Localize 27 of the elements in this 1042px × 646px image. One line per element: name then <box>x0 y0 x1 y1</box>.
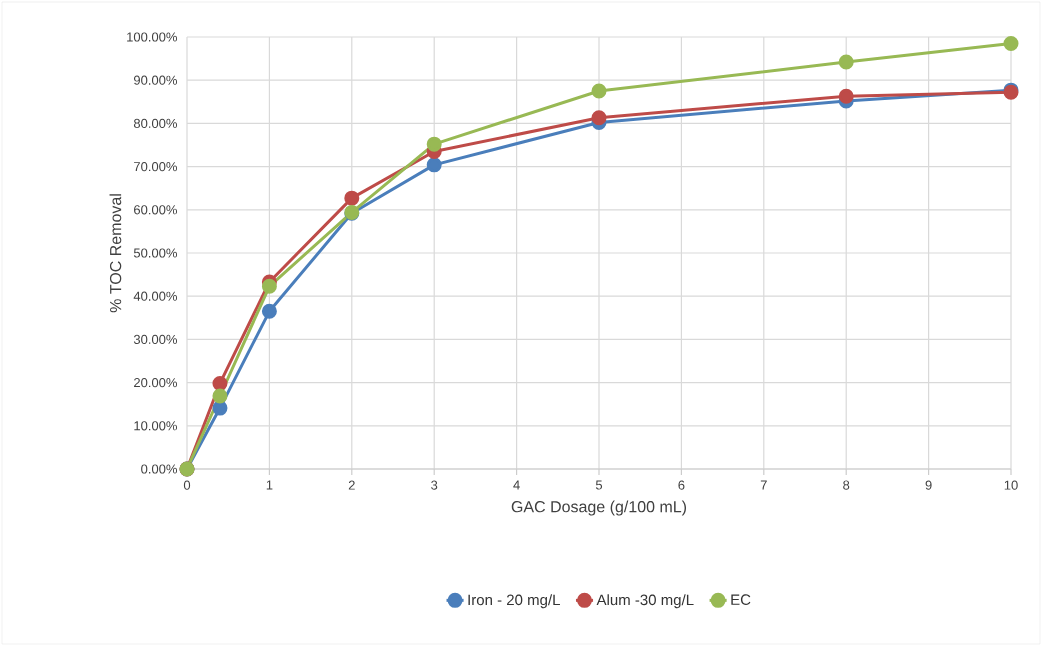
x-tick-label: 4 <box>513 480 520 490</box>
x-tick-label: 3 <box>431 480 438 490</box>
y-tick-label: 0.00% <box>141 464 178 474</box>
y-tick-label: 10.00% <box>134 421 178 431</box>
y-tick-label: 30.00% <box>133 334 178 344</box>
legend-label: Alum -30 mg/L <box>596 594 694 609</box>
y-axis-title: % TOC Removal <box>109 194 122 313</box>
y-tick-label: 20.00% <box>134 377 178 388</box>
x-axis-title: GAC Dosage (g/100 mL) <box>511 500 687 516</box>
y-tick-label: 70.00% <box>134 161 178 172</box>
y-tick-label: 60.00% <box>134 205 178 215</box>
legend-label: EC <box>731 594 751 605</box>
x-tick-label: 7 <box>760 480 767 490</box>
y-tick-label: 90.00% <box>133 75 178 85</box>
x-tick-label: 10 <box>1004 480 1018 490</box>
x-tick-label: 6 <box>678 480 685 490</box>
y-tick-label: 100.00% <box>127 32 178 42</box>
legend-label: Iron - 20 mg/L <box>468 594 560 609</box>
x-tick-label: 9 <box>925 480 932 490</box>
x-tick-label: 8 <box>843 480 850 490</box>
x-tick-label: 5 <box>595 480 603 490</box>
x-tick-label: 2 <box>348 480 355 490</box>
y-tick-label: 80.00% <box>133 118 178 128</box>
x-tick-label: 1 <box>266 480 273 490</box>
x-tick-label: 0 <box>183 480 191 490</box>
y-tick-label: 40.00% <box>133 291 178 301</box>
y-tick-label: 50.00% <box>133 248 178 258</box>
